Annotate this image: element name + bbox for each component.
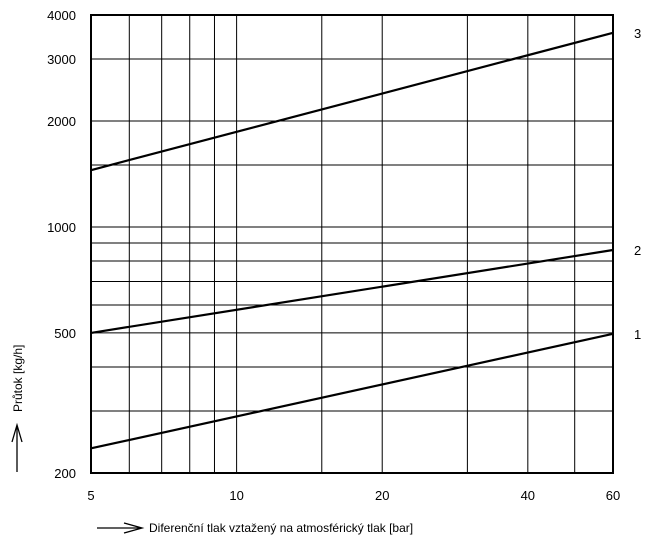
x-tick-label: 10 bbox=[229, 488, 243, 503]
y-tick-label: 500 bbox=[54, 326, 76, 341]
y-tick-labels: 200 500 1000 2000 3000 4000 bbox=[47, 8, 76, 481]
plot-border bbox=[90, 14, 614, 474]
y-axis-arrow bbox=[11, 422, 23, 472]
x-tick-label: 20 bbox=[375, 488, 389, 503]
series-lines bbox=[90, 31, 614, 450]
series-line-2 bbox=[90, 248, 614, 335]
y-tick-label: 2000 bbox=[47, 114, 76, 129]
series-labels: 1 2 3 bbox=[634, 26, 641, 342]
y-tick-label: 3000 bbox=[47, 52, 76, 67]
y-tick-label: 200 bbox=[54, 466, 76, 481]
x-axis-arrow bbox=[97, 522, 145, 534]
plot-frame bbox=[90, 14, 614, 474]
grid-lines bbox=[91, 15, 613, 473]
series-line-1 bbox=[90, 332, 614, 450]
x-axis-label: Diferenční tlak vztažený na atmosférický… bbox=[149, 521, 413, 535]
series-label-3: 3 bbox=[634, 26, 641, 41]
x-tick-label: 60 bbox=[606, 488, 620, 503]
series-label-1: 1 bbox=[634, 327, 641, 342]
x-tick-labels: 5 10 20 40 60 bbox=[87, 488, 620, 503]
y-axis-label: Průtok [kg/h] bbox=[11, 345, 25, 412]
x-tick-label: 5 bbox=[87, 488, 94, 503]
y-tick-label: 4000 bbox=[47, 8, 76, 23]
y-tick-label: 1000 bbox=[47, 220, 76, 235]
series-line-3 bbox=[90, 31, 614, 172]
series-label-2: 2 bbox=[634, 243, 641, 258]
x-tick-label: 40 bbox=[521, 488, 535, 503]
